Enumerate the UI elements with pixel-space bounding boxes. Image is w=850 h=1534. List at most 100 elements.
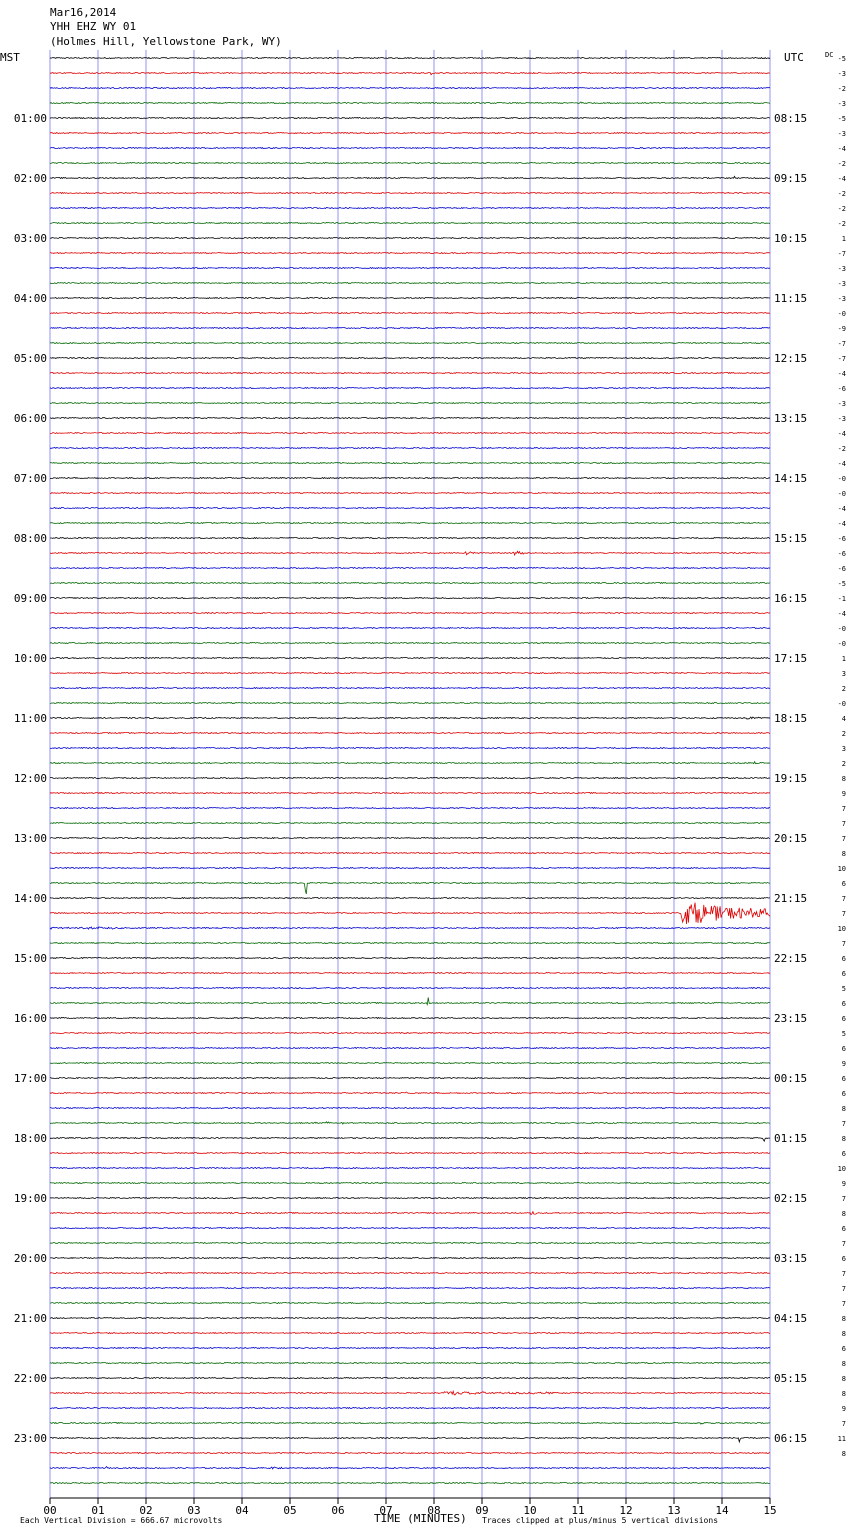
- left-axis-label: MST: [0, 51, 20, 64]
- label-layer: 00 01 02 03 04 05 06 07 08 09 10 11 12 13 14 15-5-3-2-3…: [14, 55, 846, 1517]
- utc-hour-label: 20:15: [774, 832, 807, 845]
- trace-row-5: [49, 131, 771, 135]
- x-axis-label: TIME (MINUTES): [374, 1512, 467, 1525]
- trace-row-45: [49, 731, 771, 735]
- grid-lines: [49, 50, 771, 1504]
- dc-offset-label: 7: [842, 835, 846, 843]
- trace-row-8: [49, 175, 771, 180]
- utc-hour-label: 11:15: [774, 292, 807, 305]
- trace-row-41: [49, 671, 771, 675]
- dc-offset-label: 7: [842, 1420, 846, 1428]
- trace-row-33: [50, 550, 771, 557]
- trace-row-21: [49, 371, 771, 375]
- trace-row-55: [49, 881, 771, 895]
- x-tick-label: 11: [571, 1504, 584, 1517]
- trace-row-0: [49, 56, 771, 60]
- mst-hour-label: 13:00: [14, 832, 47, 845]
- dc-offset-label: -9: [838, 325, 846, 333]
- trace-row-50: [49, 806, 771, 810]
- trace-row-62: [50, 986, 771, 990]
- trace-row-59: [49, 941, 771, 945]
- x-tick-label: 09: [475, 1504, 488, 1517]
- trace-row-27: [50, 461, 771, 465]
- trace-row-56: [49, 896, 771, 900]
- utc-hour-label: 04:15: [774, 1312, 807, 1325]
- trace-row-85: [49, 1331, 771, 1335]
- dc-offset-label: 7: [842, 820, 846, 828]
- trace-row-68: [49, 1076, 771, 1080]
- mst-hour-label: 01:00: [14, 112, 47, 125]
- dc-offset-label: -0: [838, 700, 846, 708]
- dc-offset-label: 8: [842, 1315, 846, 1323]
- right-axis-label: UTC: [784, 51, 804, 64]
- trace-row-83: [49, 1301, 771, 1305]
- dc-label: DC: [825, 51, 833, 59]
- utc-hour-label: 14:15: [774, 472, 807, 485]
- dc-offset-label: -3: [838, 280, 846, 288]
- trace-row-61: [49, 971, 771, 975]
- dc-offset-label: -0: [838, 310, 846, 318]
- mst-hour-label: 03:00: [14, 232, 47, 245]
- x-tick-label: 13: [667, 1504, 680, 1517]
- dc-offset-label: -3: [838, 265, 846, 273]
- dc-offset-label: 2: [842, 760, 846, 768]
- trace-row-66: [49, 1046, 771, 1050]
- trace-row-29: [50, 491, 771, 495]
- trace-row-15: [49, 281, 771, 285]
- dc-offset-label: -5: [838, 115, 846, 123]
- trace-row-82: [49, 1286, 771, 1290]
- utc-hour-label: 19:15: [774, 772, 807, 785]
- trace-row-19: [49, 341, 771, 345]
- x-tick-label: 02: [139, 1504, 152, 1517]
- trace-row-48: [50, 776, 771, 780]
- dc-offset-label: 6: [842, 1090, 846, 1098]
- dc-offset-label: 3: [842, 670, 846, 678]
- x-tick-label: 07: [379, 1504, 392, 1517]
- dc-offset-label: 8: [842, 850, 846, 858]
- trace-row-2: [49, 86, 770, 90]
- trace-row-16: [49, 296, 771, 300]
- trace-row-79: [49, 1241, 771, 1245]
- dc-offset-label: -4: [838, 505, 846, 513]
- utc-hour-label: 23:15: [774, 1012, 807, 1025]
- trace-row-38: [49, 626, 771, 630]
- trace-row-49: [49, 791, 771, 795]
- trace-row-26: [49, 446, 771, 450]
- dc-offset-label: -5: [838, 580, 846, 588]
- dc-offset-label: 6: [842, 955, 846, 963]
- dc-offset-label: 8: [842, 1330, 846, 1338]
- x-tick-label: 08: [427, 1504, 440, 1517]
- dc-offset-label: -4: [838, 430, 846, 438]
- x-tick-label: 12: [619, 1504, 632, 1517]
- x-tick-label: 15: [763, 1504, 776, 1517]
- trace-row-39: [49, 641, 771, 645]
- dc-offset-label: -4: [838, 610, 846, 618]
- dc-offset-label: 8: [842, 1135, 846, 1143]
- trace-row-14: [49, 266, 771, 270]
- dc-offset-label: -2: [838, 220, 846, 228]
- trace-row-67: [49, 1061, 771, 1065]
- trace-row-81: [49, 1271, 771, 1275]
- trace-row-75: [50, 1181, 771, 1185]
- dc-offset-label: 7: [842, 940, 846, 948]
- trace-row-84: [49, 1316, 771, 1320]
- dc-offset-label: -2: [838, 160, 846, 168]
- dc-offset-label: 2: [842, 730, 846, 738]
- mst-hour-label: 17:00: [14, 1072, 47, 1085]
- trace-row-86: [49, 1346, 771, 1350]
- dc-offset-label: 7: [842, 1270, 846, 1278]
- trace-row-4: [49, 116, 771, 120]
- trace-row-92: [49, 1436, 770, 1444]
- trace-row-72: [49, 1136, 771, 1143]
- dc-offset-label: 7: [842, 910, 846, 918]
- dc-offset-label: 9: [842, 790, 846, 798]
- trace-row-76: [49, 1196, 771, 1200]
- trace-row-70: [49, 1106, 771, 1110]
- mst-hour-label: 14:00: [14, 892, 47, 905]
- trace-row-52: [49, 836, 771, 840]
- mst-hour-label: 20:00: [14, 1252, 47, 1265]
- mst-hour-label: 18:00: [14, 1132, 47, 1145]
- trace-row-28: [49, 476, 771, 480]
- dc-offset-label: 10: [838, 865, 846, 873]
